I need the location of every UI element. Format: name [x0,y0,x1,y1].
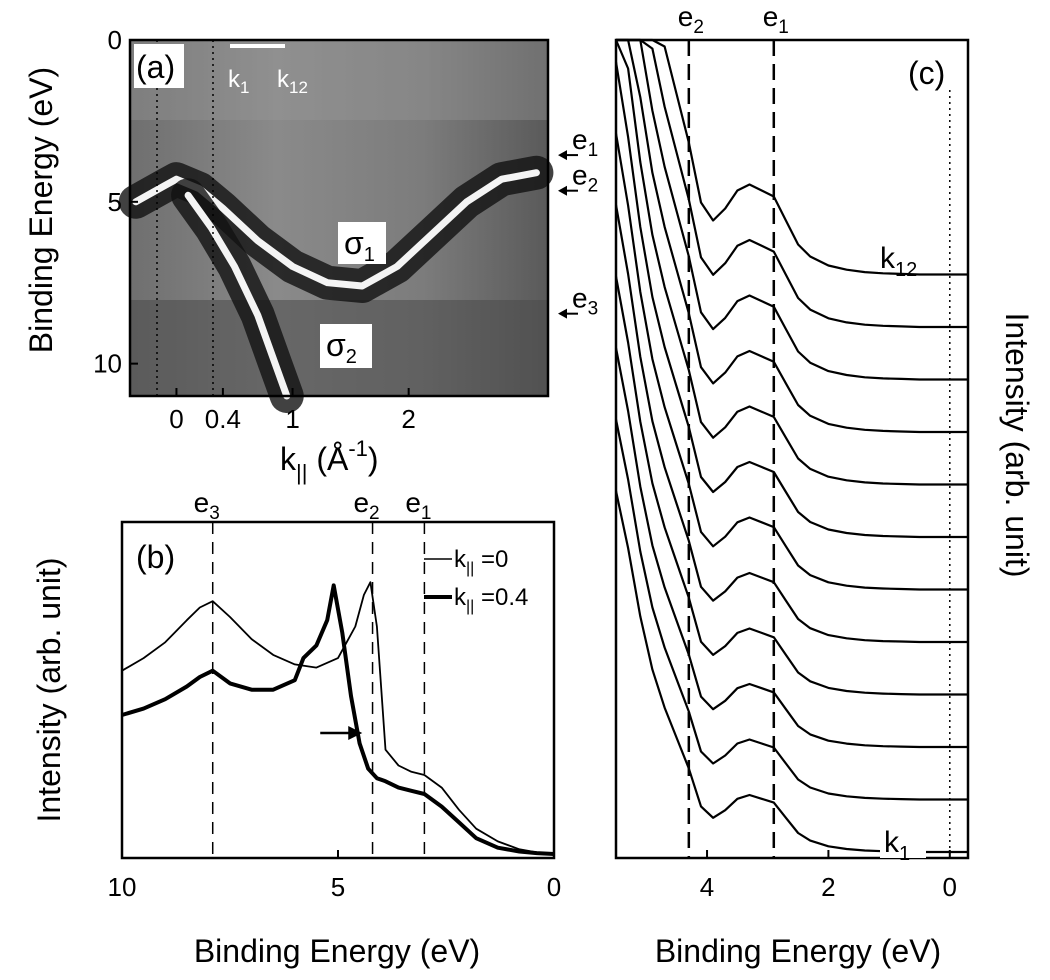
legend-label-k0: k|| =0 [454,546,508,577]
panel-c-k1-label: k1 [884,826,910,865]
x-tick-label: 0.4 [205,404,241,434]
curve-k5 [614,204,968,644]
panel-b-series [121,581,555,856]
panel-c-k1-box [880,826,926,858]
panel-a-sigma1-label: σ1 [344,225,375,266]
panel-a-sigma1-box [338,222,386,264]
edge-label-1: e1 [572,124,598,161]
series-line-k0 [121,581,555,855]
curve-k1 [614,490,968,854]
panel-b-arrow [320,726,363,740]
edge-arrow-head [558,150,567,161]
panel-a-sigma2-box [320,324,372,368]
arrow-head [348,726,363,740]
edge-label-e1: e1 [763,1,789,38]
edge-label-3: e3 [572,283,598,320]
panel-a-y-ticks: 0 5 10 [93,25,138,379]
curve-k4 [614,276,968,696]
y-tick-label: 0 [108,25,122,55]
panel-c-series [614,38,968,854]
panel-c-y-axis-label: Intensity (arb. unit) [999,313,1035,578]
curve-k9 [616,38,968,434]
x-tick-label: 10 [108,872,137,902]
curve-k11 [616,38,968,329]
curve-k2 [614,419,968,801]
panel-c-k12-label: k12 [880,242,917,281]
edge-label-2: e2 [572,160,598,197]
panel-a-y-axis-label: Binding Energy (eV) [23,67,59,353]
panel-b: (b) k|| =0 k|| =0.4 e3 e2 e1 10 5 0 Intensit… [31,487,561,969]
x-tick-label: 0 [169,404,183,434]
panel-c-edge-guides [687,40,951,858]
curve-k10 [616,38,968,381]
edge-arrow-head [558,185,567,196]
panel-a-label-box [134,44,184,88]
edge-arrow-head [558,308,567,319]
panel-b-edge-labels: e3 e2 e1 [194,487,432,524]
band-line-2 [184,191,291,400]
legend-label-k04: k|| =0.4 [454,584,528,615]
y-tick-label: 5 [108,187,122,217]
x-tick-label: 4 [700,872,714,902]
curve-k12 [616,38,968,276]
x-tick-label: 0 [943,872,957,902]
panel-b-x-axis-label: Binding Energy (eV) [194,933,480,969]
edge-label-e2: e2 [353,487,379,524]
panel-b-x-ticks: 10 5 0 [108,850,561,902]
panel-a-upper-band [130,40,548,120]
series-line-k04 [121,583,555,856]
curve-k7 [614,61,968,539]
x-tick-label: 5 [331,872,345,902]
panel-c-frame [614,38,970,860]
panel-b-label: (b) [136,539,175,575]
x-tick-label: 2 [401,404,415,434]
panel-a-bands [118,155,554,413]
panel-c-label: (c) [908,55,945,91]
edge-label-e1: e1 [405,487,431,524]
curve-k8 [614,39,968,486]
panel-a-sigma2-label: σ2 [326,327,357,368]
panel-b-y-axis-label: Intensity (arb. unit) [31,558,67,823]
panel-c-edge-labels: e2 e1 [678,1,789,38]
panel-c-x-axis-label: Binding Energy (eV) [655,933,941,969]
panel-a-x-axis-label: k|| (Å-1) [280,436,379,485]
curve-k3 [614,347,968,749]
x-tick-label: 2 [821,872,835,902]
panel-c-x-ticks: 4 2 0 [700,850,957,902]
panel-c: (c) e2 e1 k12 k1 4 2 0 Intensity (arb. unit… [614,1,1035,969]
y-tick-label: 10 [93,349,122,379]
edge-label-e3: e3 [194,487,220,524]
panel-c-k12-box [878,238,938,272]
x-tick-label: 0 [547,872,561,902]
panel-a-frame [128,38,550,398]
panel-a-k12-label: k12 [277,66,308,97]
panel-a-x-ticks: 0 0.4 1 2 [169,388,416,434]
panel-b-legend: k|| =0 k|| =0.4 [424,546,528,615]
curve-k6 [614,133,968,591]
panel-b-edge-guides [211,522,426,858]
x-tick-label: 1 [285,404,299,434]
edge-label-e2: e2 [678,1,704,38]
panel-a: k1 k12 σ1 σ2 (a) 0 5 10 0 0.4 1 2 Binding Ene… [23,25,598,485]
panel-a-label: (a) [136,49,175,85]
panel-a-k1-label: k1 [228,66,249,97]
